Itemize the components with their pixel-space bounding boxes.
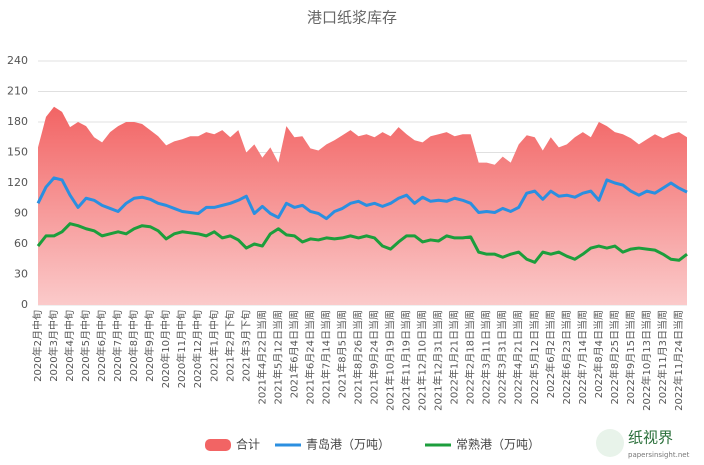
line xyxy=(36,176,688,221)
area xyxy=(38,106,687,305)
y-tick-label: 240 xyxy=(7,54,28,67)
x-tick-label: 2020年6月中旬 xyxy=(95,310,108,382)
x-tick-label: 2021年9月24日当周 xyxy=(368,310,381,405)
x-tick-label: 2022年1月21日当周 xyxy=(448,310,461,405)
x-tick-label: 2022年3月11日当周 xyxy=(480,310,493,405)
x-tick-label: 2022年11月3日当周 xyxy=(656,310,669,405)
legend-label: 合计 xyxy=(236,437,260,452)
x-tick-label: 2020年5月中旬 xyxy=(79,310,92,382)
x-tick-label: 2022年6月23日当周 xyxy=(560,310,573,405)
y-tick-label: 90 xyxy=(14,207,28,220)
x-tick-label: 2021年11月19日当周 xyxy=(400,310,413,411)
legend-label: 青岛港（万吨） xyxy=(306,437,390,452)
x-tick-label: 2020年3月中旬 xyxy=(47,310,60,382)
watermark-name: 纸视界 xyxy=(628,429,673,447)
x-tick-label: 2021年1月中旬 xyxy=(207,310,220,382)
x-tick-label: 2022年4月21日当周 xyxy=(512,310,525,405)
x-tick-label: 2021年3月下旬 xyxy=(239,310,252,382)
line xyxy=(36,222,688,264)
y-tick-label: 180 xyxy=(7,115,28,128)
x-tick-label: 2021年10月19日当周 xyxy=(384,310,397,411)
x-tick-label: 2022年10月13日当周 xyxy=(640,310,653,411)
x-tick-label: 2022年8月4日当周 xyxy=(592,310,605,398)
legend-label: 常熟港（万吨） xyxy=(456,437,540,452)
x-tick-label: 2022年9月15日当周 xyxy=(624,310,637,405)
x-tick-label: 2020年2月中旬 xyxy=(31,310,44,382)
y-tick-label: 30 xyxy=(14,268,28,281)
x-tick-label: 2022年2月18日当周 xyxy=(464,310,477,405)
y-tick-label: 0 xyxy=(21,298,28,311)
x-tick-label: 2021年6月24日当周 xyxy=(303,310,316,405)
x-tick-label: 2020年9月中旬 xyxy=(143,310,156,382)
x-tick-label: 2020年4月中旬 xyxy=(63,310,76,382)
watermark-url: papersinsight.net xyxy=(628,451,690,459)
y-tick-label: 60 xyxy=(14,237,28,250)
x-tick-label: 2021年8月26日当周 xyxy=(351,310,364,405)
x-tick-label: 2020年10月中旬 xyxy=(159,310,172,388)
x-tick-label: 2022年3月31日当周 xyxy=(496,310,509,405)
x-tick-label: 2021年7月14日当周 xyxy=(319,310,332,405)
x-tick-label: 2020年8月中旬 xyxy=(127,310,140,382)
x-tick-label: 2021年5月12日当周 xyxy=(271,310,284,405)
x-tick-label: 2020年12月中旬 xyxy=(191,310,204,388)
watermark: 纸视界 papersinsight.net xyxy=(596,429,690,459)
x-tick-label: 2022年11月24日当周 xyxy=(672,310,685,411)
x-tick-label: 2022年8月25日当周 xyxy=(608,310,621,405)
logo-icon xyxy=(596,429,624,457)
legend-swatch xyxy=(205,439,231,451)
x-tick-label: 2022年5月12日当周 xyxy=(528,310,541,405)
chart-title: 港口纸浆库存 xyxy=(307,9,397,27)
x-tick-label: 2021年8月5日当周 xyxy=(335,310,348,398)
x-tick-label: 2020年7月中旬 xyxy=(111,310,124,382)
x-tick-label: 2021年4月22日当周 xyxy=(255,310,268,405)
x-tick-label: 2020年11月中旬 xyxy=(175,310,188,388)
x-tick-label: 2022年6月2日当周 xyxy=(544,310,557,398)
y-tick-label: 150 xyxy=(7,146,28,159)
x-tick-label: 2022年7月14日当周 xyxy=(576,310,589,405)
y-tick-label: 210 xyxy=(7,85,28,98)
x-tick-label: 2021年2月下旬 xyxy=(223,310,236,382)
x-tick-label: 2021年6月4日当周 xyxy=(287,310,300,398)
y-tick-label: 120 xyxy=(7,176,28,189)
x-tick-label: 2021年12月10日当周 xyxy=(416,310,429,411)
x-tick-label: 2021年12月31日当周 xyxy=(432,310,445,411)
